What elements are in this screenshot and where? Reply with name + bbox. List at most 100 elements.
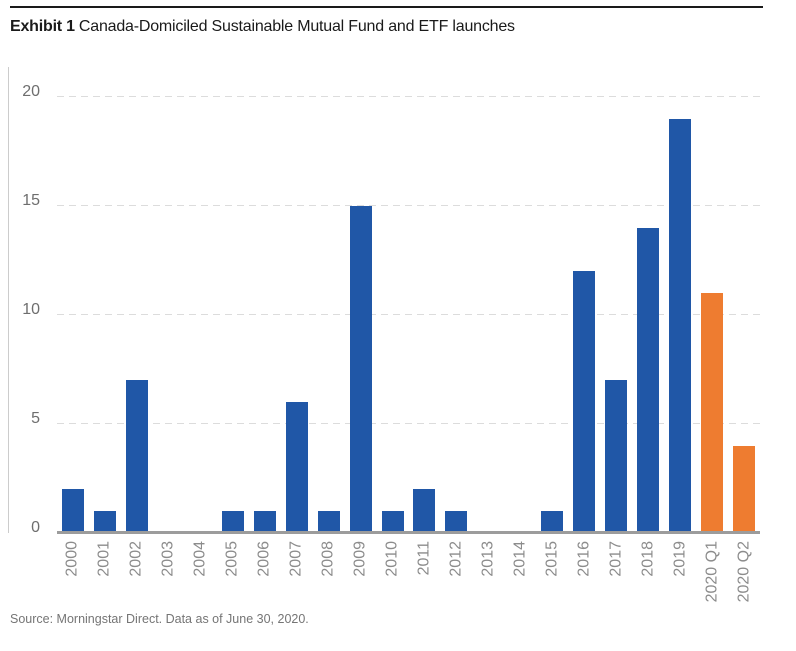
bar-slot-2001 (89, 67, 121, 533)
x-tick-label-2020-Q1: 2020 Q1 (703, 541, 721, 603)
bar-2009 (349, 206, 372, 533)
bar-slot-2012 (440, 67, 472, 533)
bar-2005 (221, 511, 244, 533)
bar-slot-2003 (153, 67, 185, 533)
bar-2020-Q1 (701, 293, 724, 533)
bar-slot-2017 (600, 67, 632, 533)
bar-2011 (413, 489, 436, 533)
bar-2007 (285, 402, 308, 533)
x-label-slot-2004: 2004 (185, 539, 217, 619)
bar-2012 (445, 511, 468, 533)
x-tick-label-2017: 2017 (607, 541, 625, 577)
bar-slot-2016 (568, 67, 600, 533)
bar-slot-2011 (408, 67, 440, 533)
bar-slot-2014 (504, 67, 536, 533)
bar-slot-2015 (536, 67, 568, 533)
bar-2016 (573, 271, 596, 533)
header-rule (10, 6, 763, 8)
bar-slot-2020-Q2 (728, 67, 760, 533)
bar-2008 (317, 511, 340, 533)
x-label-slot-2000: 2000 (57, 539, 89, 619)
y-tick-label-15: 15 (22, 192, 40, 209)
y-axis-tick-labels: 0 5 10 15 20 (0, 67, 40, 536)
x-label-slot-2010: 2010 (377, 539, 409, 619)
x-label-slot-2003: 2003 (153, 539, 185, 619)
x-tick-label-2006: 2006 (255, 541, 273, 577)
bar-slot-2002 (121, 67, 153, 533)
gridline-y-10 (57, 314, 760, 315)
source-note: Source: Morningstar Direct. Data as of J… (10, 612, 309, 626)
x-label-slot-2016: 2016 (568, 539, 600, 619)
x-tick-label-2015: 2015 (543, 541, 561, 577)
x-axis-line (57, 531, 760, 534)
x-label-slot-2009: 2009 (345, 539, 377, 619)
bar-2001 (93, 511, 116, 533)
x-label-slot-2011: 2011 (408, 539, 440, 619)
x-label-slot-2015: 2015 (536, 539, 568, 619)
x-label-slot-2013: 2013 (472, 539, 504, 619)
bar-2018 (637, 227, 660, 533)
bar-slot-2010 (377, 67, 409, 533)
bar-2020-Q2 (732, 445, 755, 533)
bar-2015 (541, 511, 564, 533)
x-tick-label-2001: 2001 (95, 541, 113, 577)
y-tick-label-20: 20 (22, 83, 40, 100)
x-label-slot-2020-Q1: 2020 Q1 (696, 539, 728, 619)
x-label-slot-2012: 2012 (440, 539, 472, 619)
bar-slot-2019 (664, 67, 696, 533)
exhibit-label: Exhibit 1 (10, 18, 75, 35)
x-tick-label-2005: 2005 (223, 541, 241, 577)
bar-slot-2018 (632, 67, 664, 533)
bar-slot-2007 (281, 67, 313, 533)
x-tick-label-2016: 2016 (575, 541, 593, 577)
bar-slot-2005 (217, 67, 249, 533)
bar-2002 (125, 380, 148, 533)
x-label-slot-2019: 2019 (664, 539, 696, 619)
x-label-slot-2008: 2008 (313, 539, 345, 619)
x-axis-tick-labels: 2000 2001 2002 2003 2004 2005 2006 2007 2008 2009… (57, 539, 760, 619)
bar-2017 (605, 380, 628, 533)
bar-2010 (381, 511, 404, 533)
bar-2006 (253, 511, 276, 533)
bar-2019 (669, 118, 692, 533)
x-tick-label-2008: 2008 (319, 541, 337, 577)
x-label-slot-2014: 2014 (504, 539, 536, 619)
x-tick-label-2014: 2014 (511, 541, 529, 577)
bar-slot-2008 (313, 67, 345, 533)
x-label-slot-2018: 2018 (632, 539, 664, 619)
x-label-slot-2001: 2001 (89, 539, 121, 619)
gridline-y-20 (57, 96, 760, 97)
x-tick-label-2004: 2004 (191, 541, 209, 577)
x-label-slot-2005: 2005 (217, 539, 249, 619)
y-tick-label-10: 10 (22, 301, 40, 318)
plot-area (57, 67, 760, 533)
x-tick-label-2009: 2009 (351, 541, 369, 577)
bar-slot-2020-Q1 (696, 67, 728, 533)
x-tick-label-2013: 2013 (479, 541, 497, 577)
page-title: Exhibit 1 Canada-Domiciled Sustainable Mu… (10, 17, 515, 36)
x-tick-label-2011: 2011 (415, 541, 433, 576)
x-label-slot-2002: 2002 (121, 539, 153, 619)
gridline-y-5 (57, 423, 760, 424)
y-tick-label-5: 5 (31, 410, 40, 427)
y-tick-label-0: 0 (31, 519, 40, 536)
x-label-slot-2007: 2007 (281, 539, 313, 619)
x-tick-label-2000: 2000 (63, 541, 81, 577)
gridline-y-15 (57, 205, 760, 206)
y-axis-line (8, 67, 9, 533)
x-tick-label-2002: 2002 (127, 541, 145, 577)
bar-series (57, 67, 760, 533)
x-tick-label-2010: 2010 (383, 541, 401, 577)
x-tick-label-2012: 2012 (447, 541, 465, 577)
x-tick-label-2019: 2019 (671, 541, 689, 577)
bar-slot-2009 (345, 67, 377, 533)
bar-slot-2013 (472, 67, 504, 533)
x-tick-label-2003: 2003 (159, 541, 177, 577)
x-tick-label-2018: 2018 (639, 541, 657, 577)
bar-slot-2004 (185, 67, 217, 533)
x-label-slot-2020-Q2: 2020 Q2 (728, 539, 760, 619)
bar-slot-2006 (249, 67, 281, 533)
bar-slot-2000 (57, 67, 89, 533)
x-tick-label-2007: 2007 (287, 541, 305, 577)
